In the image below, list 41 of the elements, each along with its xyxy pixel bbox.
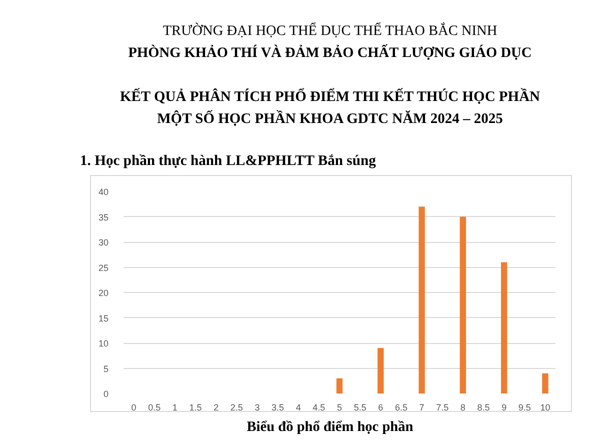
x-tick-label: 1 xyxy=(172,402,178,412)
chart-title: KẾT QUẢ PHÂN TÍCH PHỔ ĐIỂM THI KẾT THÚC HỌC PHẦN MỘT SỐ HỌC PHẦN KHOA GDTC NĂM 2024 – 2025 xyxy=(118,87,542,129)
x-tick-label: 1.5 xyxy=(189,402,202,412)
x-tick-label: 7.5 xyxy=(436,402,449,412)
y-tick-label: 25 xyxy=(98,262,109,273)
x-tick-label: 4 xyxy=(296,402,301,412)
text: Biểu đồ phổ điểm học phần xyxy=(246,418,414,437)
x-tick-label: 6.5 xyxy=(394,402,408,412)
y-tick-label: 0 xyxy=(103,389,109,399)
bar xyxy=(336,378,343,394)
x-tick-label: 0 xyxy=(131,402,136,412)
y-tick-label: 20 xyxy=(98,288,109,298)
bar xyxy=(460,216,466,394)
chart-subtitle: 1. Học phần thực hành LL&PPHLTT Bắn súng xyxy=(79,152,377,171)
y-tick-label: 10 xyxy=(98,338,109,348)
y-tick-label: 40 xyxy=(98,187,109,197)
x-tick-label: 6 xyxy=(378,402,384,412)
text: PHÒNG KHẢO THÍ VÀ ĐẢM BẢO CHẤT LƯỢNG GIÁO DỤC xyxy=(127,43,533,63)
x-tick-label: 10 xyxy=(540,402,550,412)
x-tick-label: 2.5 xyxy=(230,402,243,412)
text: TRƯỜNG ĐẠI HỌC THỂ DỤC THỂ THAO BẮC NINH xyxy=(162,21,498,41)
x-tick-label: 3.5 xyxy=(272,402,284,412)
bar xyxy=(500,262,508,394)
bar xyxy=(542,373,548,394)
x-tick-label: 8 xyxy=(460,402,466,412)
y-tick-label: 15 xyxy=(98,313,109,324)
bar xyxy=(378,348,384,394)
y-tick-label: 30 xyxy=(98,238,109,248)
y-tick-label: 35 xyxy=(98,212,109,222)
y-tick-label: 5 xyxy=(103,364,109,374)
bar xyxy=(418,206,425,394)
x-tick-label: 7 xyxy=(419,402,424,412)
x-tick-label: 8.5 xyxy=(477,402,490,412)
x-tick-label: 2 xyxy=(214,402,219,412)
x-tick-label: 3 xyxy=(254,402,260,412)
x-tick-label: 9.5 xyxy=(518,402,531,412)
x-tick-label: 5 xyxy=(336,402,342,412)
x-tick-label: 9 xyxy=(502,402,507,412)
x-tick-label: 4.5 xyxy=(312,402,326,412)
x-tick-label: 0.5 xyxy=(148,402,161,412)
x-tick-label: 5.5 xyxy=(354,402,366,412)
